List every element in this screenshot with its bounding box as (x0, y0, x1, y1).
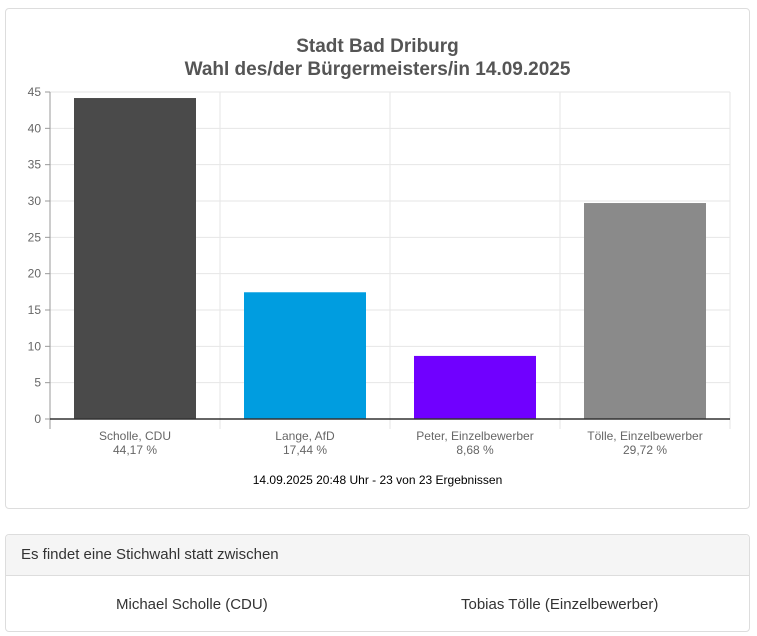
data-label: 8,68 % (456, 443, 494, 457)
y-tick-label: 40 (28, 121, 42, 135)
x-tick-label: Peter, Einzelbewerber (416, 429, 533, 443)
chart-title: Stadt Bad Driburg Wahl des/der Bürgermei… (6, 35, 749, 81)
y-tick-label: 35 (28, 158, 42, 172)
y-tick-label: 25 (28, 230, 42, 244)
chart-title-line1: Stadt Bad Driburg (296, 36, 459, 57)
chart-subtitle: Wahl des/der Bürgermeisters/in 14.09.202… (184, 59, 571, 80)
y-tick-label: 5 (34, 376, 41, 390)
data-label: 17,44 % (283, 443, 327, 457)
chart-footnote: 14.09.2025 20:48 Uhr - 23 von 23 Ergebni… (252, 473, 503, 487)
bar (584, 203, 706, 419)
bar (244, 292, 366, 419)
runoff-candidate: Tobias Tölle (Einzelbewerber) (461, 596, 659, 613)
x-tick-label: Scholle, CDU (99, 429, 171, 443)
y-tick-label: 30 (28, 194, 42, 208)
runoff-card: Es findet eine Stichwahl statt zwischen … (5, 534, 750, 632)
y-tick-label: 20 (28, 267, 42, 281)
y-tick-label: 15 (28, 303, 42, 317)
x-tick-label: Tölle, Einzelbewerber (587, 429, 702, 443)
data-label: 29,72 % (623, 443, 667, 457)
y-tick-label: 0 (34, 412, 41, 426)
runoff-header: Es findet eine Stichwahl statt zwischen (6, 535, 749, 576)
runoff-candidate: Michael Scholle (CDU) (116, 596, 268, 613)
x-tick-label: Lange, AfD (275, 429, 335, 443)
y-tick-label: 45 (28, 85, 42, 99)
bar (74, 98, 196, 419)
y-tick-label: 10 (28, 339, 42, 353)
data-label: 44,17 % (113, 443, 157, 457)
bar (414, 355, 536, 419)
